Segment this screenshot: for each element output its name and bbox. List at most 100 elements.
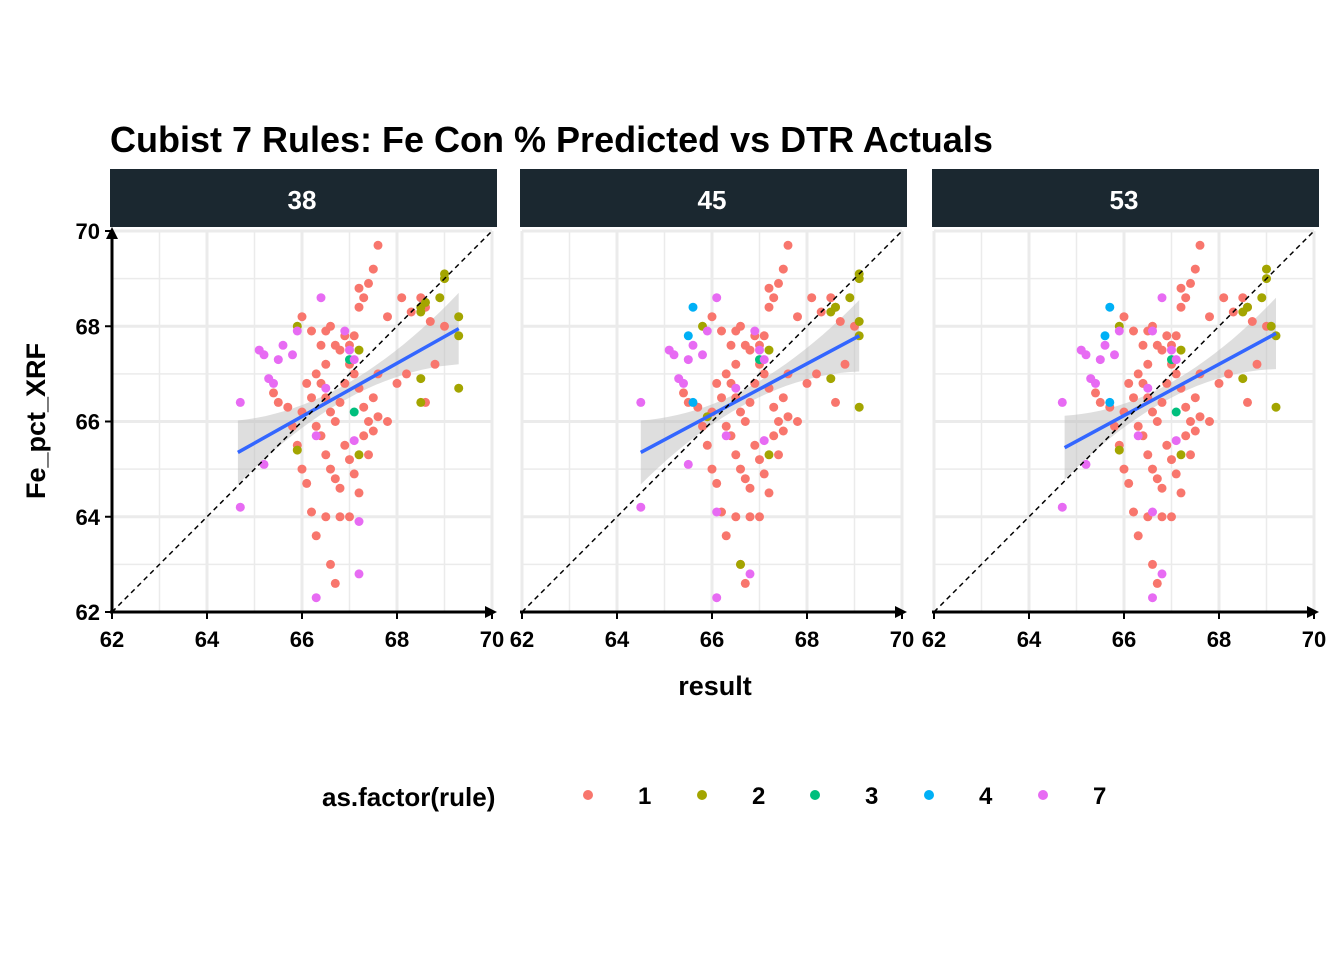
data-point-rule-2 [1114, 445, 1124, 455]
data-point-rule-1 [778, 426, 788, 436]
data-point-rule-1 [1176, 488, 1186, 498]
data-point-rule-1 [1171, 369, 1181, 379]
data-point-rule-1 [1124, 378, 1134, 388]
legend-item-2: 2 [697, 783, 765, 810]
data-point-rule-1 [1181, 402, 1191, 412]
x-tick-label: 66 [700, 627, 724, 652]
data-point-rule-7 [1100, 340, 1110, 350]
y-tick-label: 62 [76, 600, 100, 625]
x-tick-label: 62 [922, 627, 946, 652]
data-point-rule-7 [1143, 383, 1153, 393]
data-point-rule-1 [1162, 378, 1172, 388]
data-point-rule-7 [259, 459, 269, 469]
data-point-rule-1 [340, 440, 350, 450]
data-point-rule-1 [1157, 397, 1167, 407]
data-point-rule-4 [683, 331, 693, 341]
data-point-rule-1 [392, 378, 402, 388]
facet-strip [110, 169, 497, 227]
y-axis-arrow [106, 227, 118, 239]
data-point-rule-1 [764, 488, 774, 498]
data-point-rule-1 [712, 378, 722, 388]
data-point-rule-7 [340, 326, 350, 336]
data-point-rule-7 [349, 436, 359, 446]
data-point-rule-1 [755, 512, 764, 522]
data-point-rule-1 [373, 240, 383, 250]
data-point-rule-1 [402, 369, 411, 379]
data-point-rule-1 [764, 283, 774, 293]
data-point-rule-4 [1100, 331, 1110, 341]
data-point-rule-1 [764, 302, 774, 312]
data-point-rule-1 [330, 578, 340, 588]
y-tick-label: 66 [76, 410, 100, 435]
data-point-rule-7 [1157, 293, 1167, 303]
x-tick-label: 64 [195, 627, 220, 652]
data-point-rule-1 [297, 464, 307, 474]
data-point-rule-1 [726, 340, 736, 350]
data-point-rule-1 [307, 393, 316, 403]
data-point-rule-1 [1143, 450, 1153, 460]
data-point-rule-2 [826, 307, 836, 317]
data-point-rule-1 [326, 321, 335, 331]
data-point-rule-1 [340, 378, 350, 388]
x-tick-label: 62 [100, 627, 124, 652]
data-point-rule-7 [759, 355, 769, 365]
data-point-rule-7 [712, 593, 722, 603]
panel-53: 53 62 64 66 68 70 [922, 169, 1326, 652]
data-point-rule-7 [278, 340, 288, 350]
data-point-rule-1 [1181, 293, 1191, 303]
data-point-rule-1 [1186, 278, 1195, 288]
data-point-rule-2 [416, 397, 426, 407]
data-point-rule-1 [721, 531, 731, 541]
data-point-rule-1 [1247, 317, 1257, 326]
data-point-rule-1 [1190, 426, 1200, 436]
data-point-rule-1 [326, 559, 335, 569]
data-point-rule-7 [1114, 326, 1124, 336]
data-point-rule-7 [1148, 326, 1157, 336]
data-point-rule-1 [316, 340, 326, 350]
x-tick-label: 66 [1112, 627, 1136, 652]
data-point-rule-1 [783, 412, 793, 422]
data-point-rule-1 [778, 264, 788, 274]
data-point-rule-1 [1152, 578, 1162, 588]
data-point-rule-7 [1081, 350, 1091, 360]
data-point-rule-2 [435, 293, 445, 303]
data-point-rule-1 [349, 331, 359, 341]
data-point-rule-1 [359, 402, 369, 412]
data-point-rule-1 [321, 512, 331, 522]
data-point-rule-7 [1171, 436, 1181, 446]
data-point-rule-1 [802, 378, 812, 388]
data-point-rule-1 [335, 512, 345, 522]
data-point-rule-1 [774, 417, 783, 426]
legend-item-4: 4 [924, 783, 993, 810]
data-point-rule-1 [1152, 417, 1162, 426]
fit-line [1063, 331, 1277, 450]
data-point-rule-1 [345, 455, 354, 465]
data-point-rule-7 [683, 459, 693, 469]
data-point-rule-1 [1186, 417, 1195, 426]
data-point-rule-7 [345, 345, 354, 355]
data-point-rule-1 [354, 488, 364, 498]
data-point-rule-2 [292, 445, 302, 455]
data-point-rule-1 [721, 369, 731, 379]
data-point-rule-1 [307, 326, 316, 336]
data-point-rule-1 [1219, 293, 1229, 303]
data-point-rule-2 [1176, 450, 1186, 460]
data-point-rule-1 [745, 345, 755, 355]
data-point-rule-1 [364, 417, 373, 426]
data-point-rule-1 [774, 278, 783, 288]
data-point-rule-2 [354, 450, 364, 460]
data-point-rule-7 [1171, 355, 1181, 365]
data-point-rule-2 [854, 317, 864, 326]
data-point-rule-1 [1190, 393, 1200, 403]
data-point-rule-1 [430, 359, 440, 369]
data-point-rule-1 [840, 359, 850, 369]
data-point-rule-1 [731, 359, 741, 369]
data-point-rule-1 [831, 397, 840, 407]
fit-line [639, 334, 861, 454]
data-point-rule-1 [345, 512, 354, 522]
data-point-rule-3 [1171, 407, 1181, 417]
data-point-rule-7 [1057, 502, 1067, 512]
data-point-rule-2 [454, 383, 464, 393]
legend: as.factor(rule) 1 2 3 4 7 [322, 782, 1106, 812]
data-point-rule-1 [707, 464, 717, 474]
